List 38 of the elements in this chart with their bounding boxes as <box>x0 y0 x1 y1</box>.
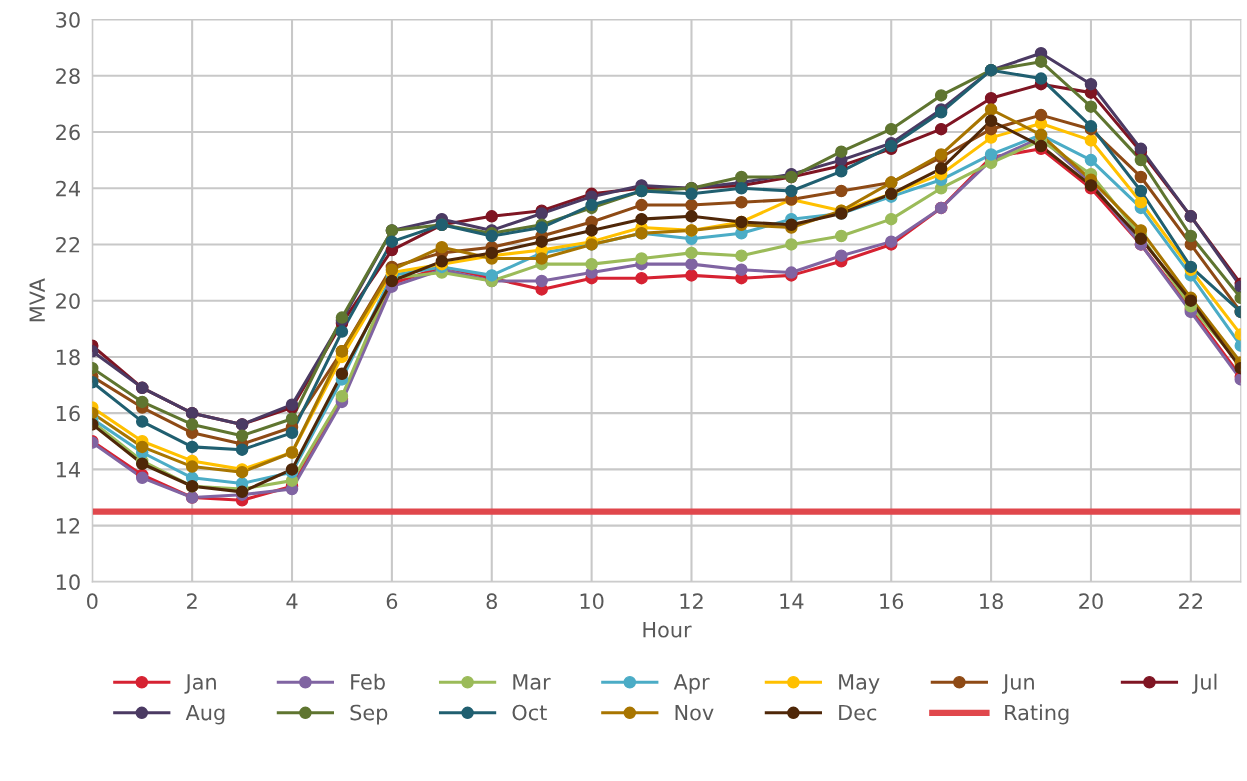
legend-label: Feb <box>351 673 385 690</box>
x-tick-label: 6 <box>386 593 398 610</box>
x-tick-label: 16 <box>880 593 904 610</box>
legend-label: Apr <box>673 674 710 694</box>
legend-label: Sep <box>350 704 388 725</box>
x-tick-label: 2 <box>187 593 197 609</box>
y-tick-label: 24 <box>56 180 80 197</box>
y-tick-label: 28 <box>56 68 80 84</box>
y-axis-title: MVA <box>29 278 45 322</box>
x-tick-label: 22 <box>1179 593 1202 609</box>
x-tick-label: 12 <box>680 593 703 609</box>
legend-label: Nov <box>675 704 714 721</box>
x-axis-title: Hour <box>643 622 692 638</box>
legend-label: Jun <box>1002 674 1034 694</box>
y-tick-label: 22 <box>56 236 80 253</box>
legend-label: Oct <box>512 704 547 721</box>
legend-label: Mar <box>513 674 551 690</box>
y-tick-label: 20 <box>56 293 80 309</box>
y-tick-label: 14 <box>56 462 80 478</box>
x-tick-label: 14 <box>780 593 804 609</box>
legend-label: Rating <box>1005 704 1069 725</box>
x-tick-label: 8 <box>486 593 497 610</box>
x-tick-label: 10 <box>580 593 604 610</box>
legend-label: Dec <box>839 704 877 721</box>
y-tick-label: 12 <box>56 518 80 534</box>
legend-label: Jan <box>184 674 216 694</box>
y-tick-label: 18 <box>56 349 80 366</box>
x-tick-label: 18 <box>980 593 1003 610</box>
legend-label: May <box>839 674 880 694</box>
y-tick-label: 10 <box>56 574 80 591</box>
y-tick-label: 26 <box>56 124 80 141</box>
legend-label: Jul <box>1192 673 1217 694</box>
x-tick-label: 0 <box>87 593 98 610</box>
y-tick-label: 16 <box>56 405 80 422</box>
y-tick-label: 30 <box>56 11 80 28</box>
x-tick-label: 4 <box>286 593 298 609</box>
legend-label: Aug <box>185 704 225 725</box>
x-tick-label: 20 <box>1079 593 1103 610</box>
